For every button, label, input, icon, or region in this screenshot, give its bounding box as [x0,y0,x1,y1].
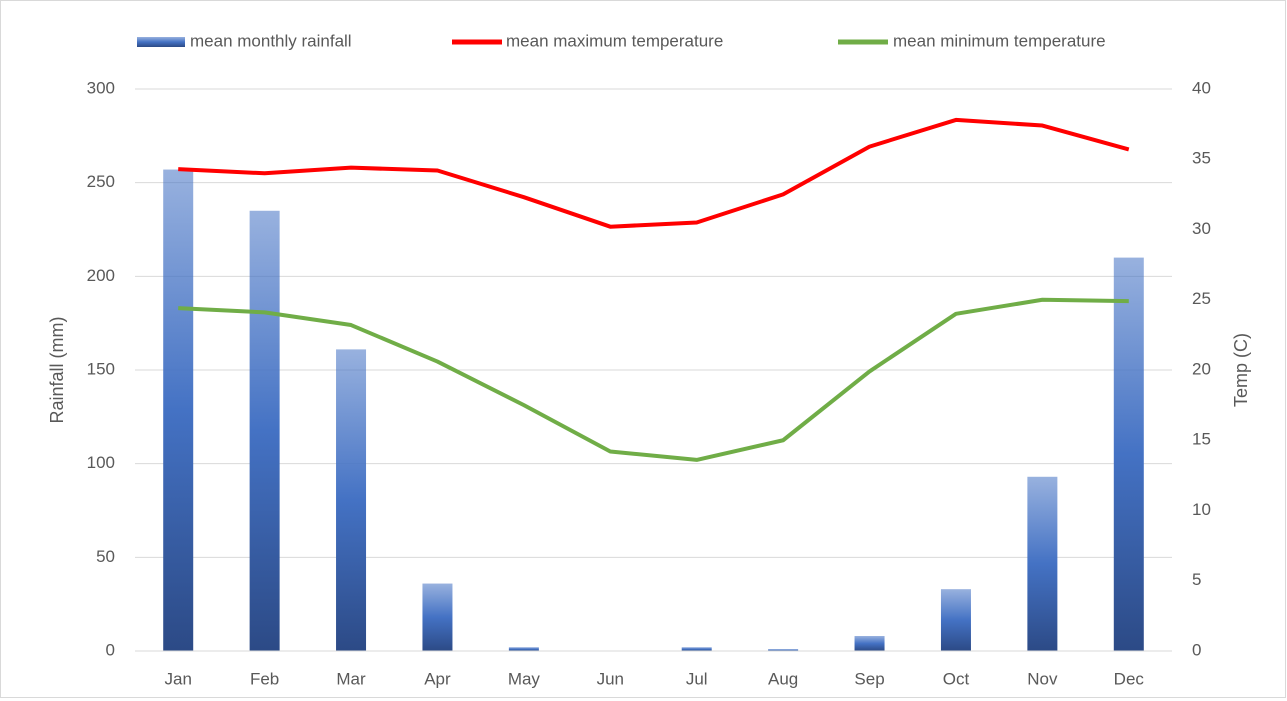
legend-label: mean minimum temperature [893,31,1106,50]
y-tick-label: 200 [87,266,115,285]
x-tick-label: Apr [424,669,451,688]
x-tick-label: Jun [597,669,624,688]
y2-tick-label: 20 [1192,359,1211,378]
y-axis-title: Rainfall (mm) [47,316,67,423]
x-tick-label: Nov [1027,669,1058,688]
bar [940,589,971,651]
legend-swatch [137,37,185,47]
x-tick-label: May [508,669,541,688]
bar [249,210,280,651]
bar [1027,476,1058,651]
y2-tick-label: 15 [1192,430,1211,449]
y-tick-label: 0 [106,640,115,659]
y2-tick-label: 40 [1192,78,1211,97]
bar [163,169,194,651]
y2-tick-label: 10 [1192,500,1211,519]
x-tick-label: Aug [768,669,798,688]
x-tick-label: Feb [250,669,279,688]
y-tick-label: 150 [87,359,115,378]
legend-label: mean monthly rainfall [190,31,352,50]
x-tick-label: Oct [943,669,970,688]
bar [768,649,799,651]
bar [336,349,367,651]
bar [854,636,885,651]
line-series [178,117,1130,229]
bar [422,583,453,651]
bar [681,647,712,651]
x-tick-label: Mar [336,669,366,688]
y2-tick-label: 30 [1192,219,1211,238]
x-tick-label: Jan [164,669,191,688]
y-tick-label: 300 [87,78,115,97]
x-tick-label: Dec [1114,669,1145,688]
bar [1113,257,1144,651]
x-tick-label: Sep [854,669,884,688]
y2-axis-title: Temp (C) [1231,333,1251,407]
y2-tick-label: 35 [1192,149,1211,168]
y-tick-label: 250 [87,172,115,191]
legend-label: mean maximum temperature [506,31,723,50]
y-tick-label: 100 [87,453,115,472]
y2-tick-label: 5 [1192,570,1201,589]
y2-tick-label: 25 [1192,289,1211,308]
y-tick-label: 50 [96,547,115,566]
x-tick-label: Jul [686,669,708,688]
bar [508,647,539,651]
y2-tick-label: 0 [1192,640,1201,659]
line-series [178,297,1129,462]
